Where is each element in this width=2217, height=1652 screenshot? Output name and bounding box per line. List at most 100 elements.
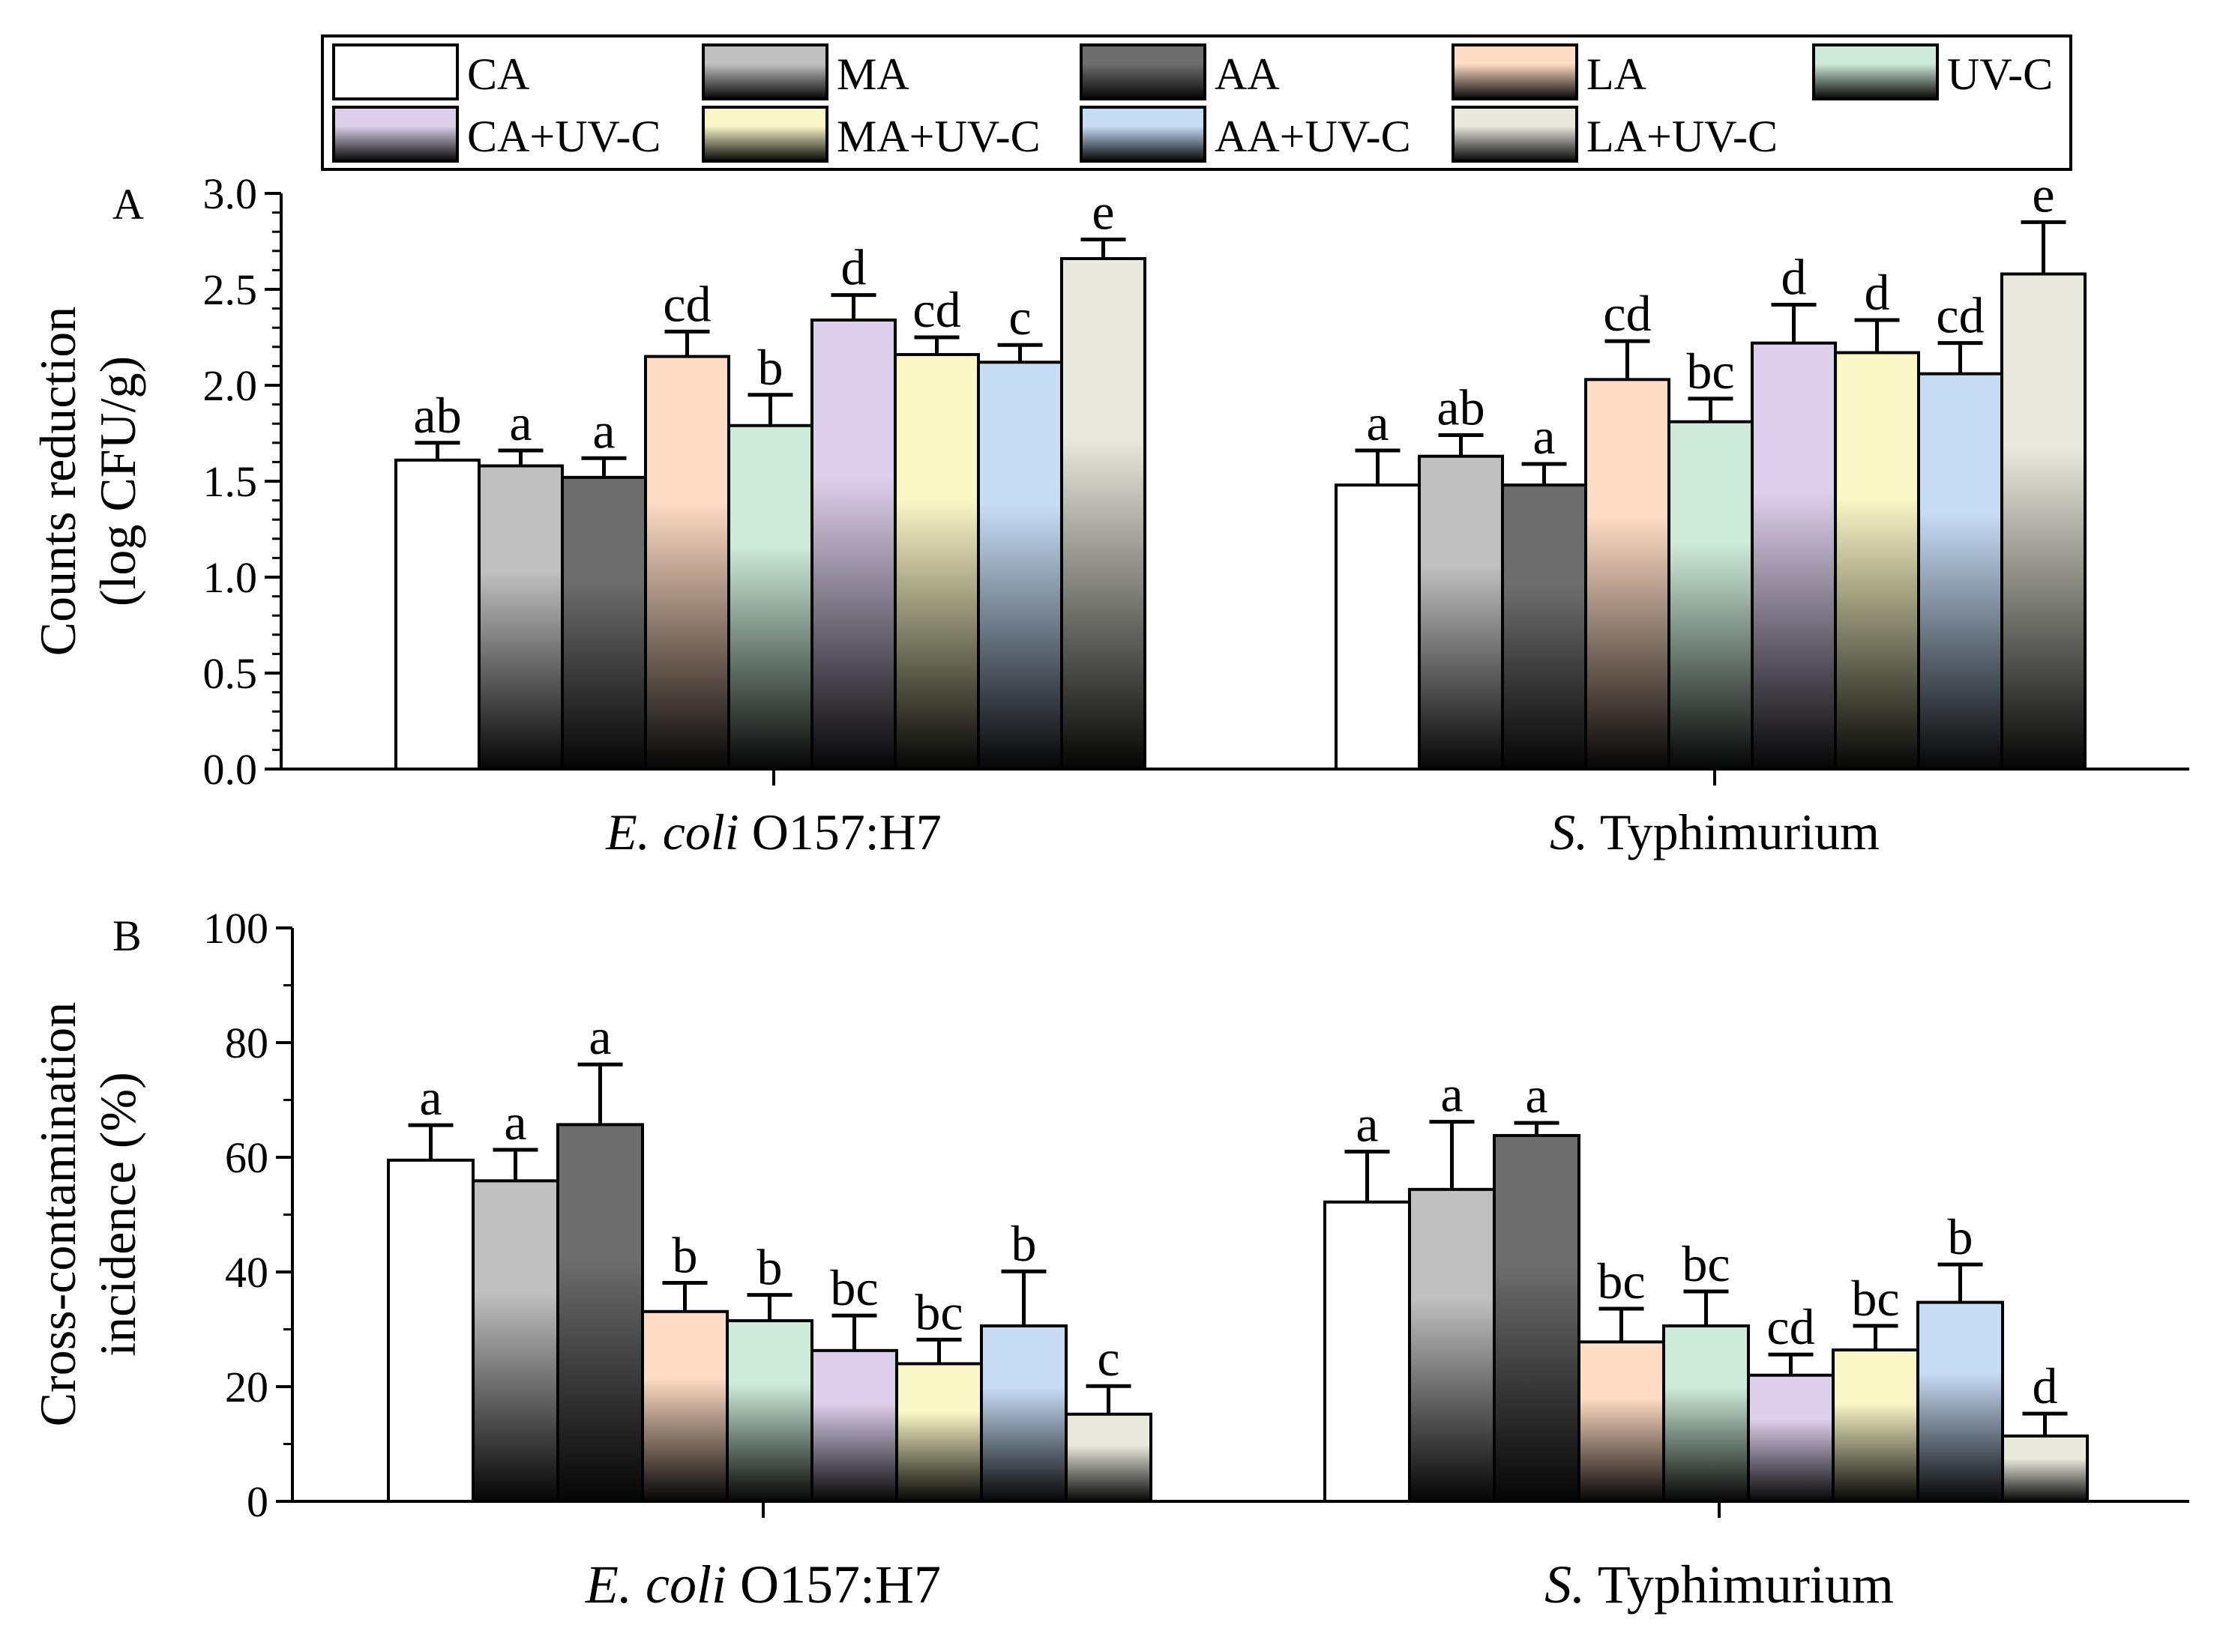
significance-letter: a	[1440, 1066, 1463, 1123]
bar-ca	[1335, 483, 1421, 771]
y-tick-label: 40	[225, 1248, 268, 1297]
bar-ca-plus-uv-c	[1751, 341, 1837, 771]
legend-swatch-ca-plus-uv-c	[332, 106, 459, 163]
significance-letter: a	[419, 1069, 442, 1126]
category-label: S. Typhimurium	[1544, 1555, 1894, 1615]
panel-label: A	[112, 180, 144, 229]
significance-letter: c	[1097, 1330, 1119, 1387]
bar-ma-plus-uv-c	[895, 1362, 983, 1504]
y-tick-label: 0.5	[203, 649, 258, 698]
category-label-italic: E. coli	[605, 804, 739, 860]
significance-letter: a	[1356, 1095, 1378, 1152]
legend-swatch-ma	[702, 43, 828, 100]
significance-letter: e	[2032, 166, 2054, 223]
significance-letter: c	[1008, 289, 1031, 346]
category-label-rest: Typhimurium	[1585, 1555, 1894, 1615]
legend-label-aa-plus-uv-c: AA+UV-C	[1215, 112, 1411, 161]
legend-label-ca: CA	[467, 49, 529, 99]
legend-swatch-ca	[332, 43, 459, 100]
significance-letter: b	[1948, 1208, 1973, 1265]
bar-la-plus-uv-c	[2001, 1434, 2089, 1504]
y-axis-title-line2: (log CFU/g)	[89, 356, 146, 606]
significance-letter: a	[592, 402, 615, 459]
bar-uv-c	[726, 1319, 813, 1504]
significance-letter: b	[757, 1239, 783, 1296]
legend: CA MA AA LA UV-C CA+UV-C MA+UV-C AA+UV-C LA+UV-C	[321, 34, 2072, 171]
bar-aa-plus-uv-c	[1916, 1300, 2004, 1504]
category-label: S. Typhimurium	[1550, 804, 1880, 860]
legend-label-uv-c: UV-C	[1947, 49, 2053, 99]
significance-letter: a	[1532, 408, 1555, 465]
bar-ca	[1323, 1200, 1411, 1504]
category-label-italic: S.	[1550, 804, 1588, 860]
significance-letter: ab	[1437, 379, 1484, 436]
bar-uv-c	[727, 423, 813, 771]
category-label-italic: E. coli	[585, 1555, 727, 1615]
category-label-rest: Typhimurium	[1588, 804, 1880, 860]
bar-ma-plus-uv-c	[894, 353, 980, 771]
y-tick-label: 2.5	[203, 265, 258, 314]
legend-swatch-la	[1452, 43, 1578, 100]
bar-ca-plus-uv-c	[1747, 1373, 1835, 1503]
bar-la	[1584, 378, 1670, 771]
bar-la-plus-uv-c	[1065, 1412, 1152, 1503]
bar-ma	[478, 464, 564, 771]
significance-letter: bc	[1851, 1270, 1899, 1327]
legend-swatch-aa	[1080, 43, 1206, 100]
significance-letter: a	[504, 1094, 526, 1151]
bar-ma-plus-uv-c	[1832, 1348, 1919, 1504]
category-label: E. coli O157:H7	[585, 1555, 941, 1615]
panel-a: 0.0 0.5 1.0 1.5 2.0 2.5 3.0 E. coli O157:H7 S. T…	[29, 166, 2189, 860]
significance-letter: bc	[1597, 1252, 1645, 1309]
bar-aa	[1501, 483, 1587, 771]
bar-aa-plus-uv-c	[977, 361, 1063, 771]
legend-label-ma-plus-uv-c: MA+UV-C	[837, 112, 1041, 161]
significance-letter: d	[2033, 1357, 2058, 1414]
significance-letter: b	[758, 339, 783, 396]
significance-letter: d	[1781, 248, 1807, 305]
legend-frame	[321, 34, 2072, 171]
significance-letter: bc	[1682, 1235, 1730, 1292]
significance-letter: bc	[830, 1259, 878, 1316]
bar-ma	[472, 1179, 559, 1503]
significance-letter: bc	[915, 1283, 963, 1340]
category-label: E. coli O157:H7	[605, 804, 942, 860]
y-tick-label: 3.0	[203, 169, 258, 218]
significance-letter: cd	[1936, 287, 1984, 344]
category-label-italic: S.	[1544, 1555, 1585, 1615]
bar-ma	[1418, 454, 1504, 771]
bar-ca-plus-uv-c	[810, 318, 897, 771]
bar-aa-plus-uv-c	[980, 1324, 1068, 1504]
bar-ca	[387, 1158, 475, 1503]
legend-label-la-plus-uv-c: LA+UV-C	[1586, 112, 1778, 161]
bar-la	[644, 355, 730, 771]
significance-letter: a	[1366, 394, 1389, 451]
bar-ma-plus-uv-c	[1834, 351, 1920, 771]
y-tick-label: 0	[247, 1477, 268, 1526]
y-tick-label: 60	[225, 1133, 268, 1182]
significance-letter: a	[509, 394, 532, 451]
y-tick-label: 20	[225, 1363, 268, 1411]
significance-letter: a	[589, 1008, 611, 1065]
y-axis-title-line1: Counts reduction	[29, 307, 86, 657]
significance-letter: b	[673, 1227, 698, 1284]
legend-swatch-aa-plus-uv-c	[1080, 106, 1206, 163]
bar-aa	[1493, 1133, 1580, 1504]
significance-letter: e	[1092, 183, 1114, 240]
significance-letter: bc	[1686, 343, 1734, 400]
bar-aa	[561, 475, 647, 771]
panel-b: 0 20 40 60 80 100 E. coli O157:H7 S. Typhimuriu…	[29, 904, 2189, 1615]
bar-aa-plus-uv-c	[1917, 372, 2003, 771]
bar-uv-c	[1667, 420, 1754, 771]
legend-label-ma: MA	[837, 49, 909, 99]
legend-label-ca-plus-uv-c: CA+UV-C	[467, 112, 661, 161]
y-tick-label: 2.0	[203, 361, 258, 410]
bar-ca-plus-uv-c	[810, 1348, 898, 1504]
y-tick-label: 100	[203, 904, 268, 953]
significance-letter: d	[841, 239, 867, 296]
y-axis-title-line2: incidence (%)	[89, 1072, 146, 1356]
significance-letter: cd	[1766, 1298, 1814, 1355]
y-tick-label: 80	[225, 1019, 268, 1067]
bar-la-plus-uv-c	[2000, 272, 2087, 771]
